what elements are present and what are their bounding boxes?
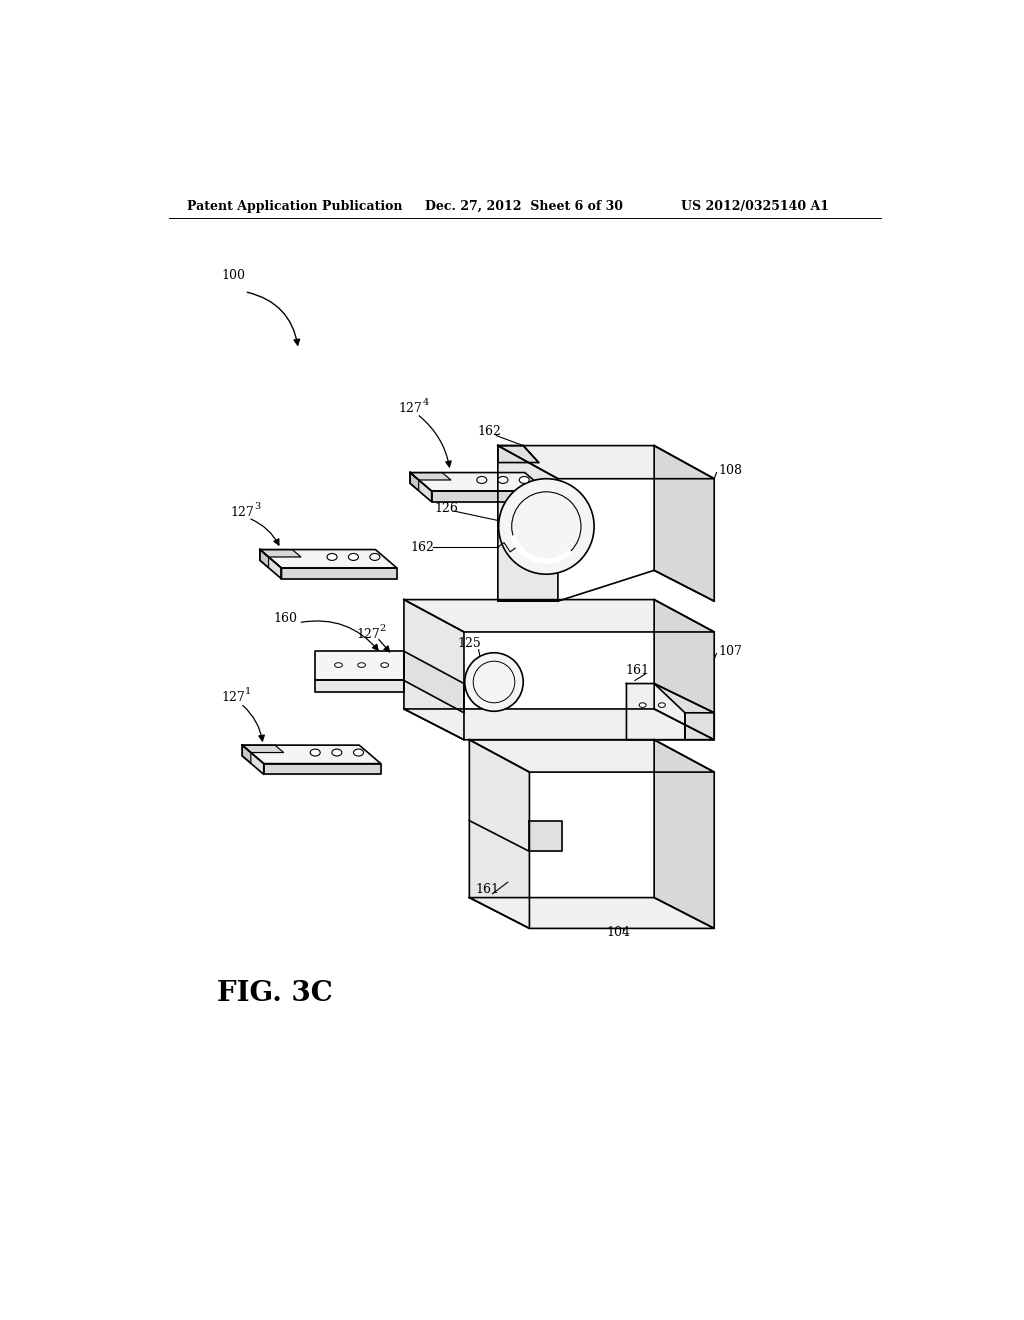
Text: 100: 100 [221,269,246,282]
Polygon shape [264,763,381,775]
Ellipse shape [370,553,380,561]
Ellipse shape [658,702,666,708]
Text: 1: 1 [246,686,252,696]
Text: Dec. 27, 2012  Sheet 6 of 30: Dec. 27, 2012 Sheet 6 of 30 [425,199,624,213]
Ellipse shape [357,663,366,668]
Text: 127: 127 [230,506,254,519]
Polygon shape [243,744,251,763]
Polygon shape [243,744,381,763]
Ellipse shape [498,477,508,483]
Polygon shape [260,549,268,568]
Text: 2: 2 [379,623,385,632]
Text: 104: 104 [606,925,631,939]
Text: FIG. 3C: FIG. 3C [217,981,333,1007]
Polygon shape [315,681,403,692]
Circle shape [465,653,523,711]
Circle shape [499,479,594,574]
Ellipse shape [353,748,364,756]
Text: 107: 107 [718,644,742,657]
Polygon shape [243,744,264,775]
Ellipse shape [381,663,388,668]
Text: 161: 161 [626,664,649,677]
Ellipse shape [335,663,342,668]
Polygon shape [654,684,714,739]
Ellipse shape [477,477,486,483]
Polygon shape [403,651,464,713]
Polygon shape [410,473,419,491]
Polygon shape [403,599,464,739]
Polygon shape [260,549,301,557]
Polygon shape [498,446,539,462]
Polygon shape [654,599,714,739]
Polygon shape [498,446,558,601]
Polygon shape [410,473,432,502]
Polygon shape [410,473,547,491]
Text: 127: 127 [398,403,422,416]
Polygon shape [260,549,282,579]
Polygon shape [243,744,284,752]
Polygon shape [410,473,451,480]
Polygon shape [432,491,547,502]
Text: 108: 108 [718,463,742,477]
Ellipse shape [348,553,358,561]
Text: 161: 161 [475,883,500,896]
Polygon shape [469,739,529,928]
Polygon shape [498,446,714,479]
Ellipse shape [519,477,529,483]
Text: Patent Application Publication: Patent Application Publication [186,199,402,213]
Text: 125: 125 [458,638,481,649]
Ellipse shape [639,702,646,708]
Polygon shape [403,599,714,632]
Polygon shape [627,684,714,739]
Text: 126: 126 [435,502,459,515]
Polygon shape [654,446,714,601]
Text: 162: 162 [410,541,434,554]
Text: US 2012/0325140 A1: US 2012/0325140 A1 [681,199,829,213]
Text: 127: 127 [221,690,245,704]
Polygon shape [654,739,714,928]
Text: 160: 160 [273,612,297,626]
Text: 4: 4 [422,399,429,407]
Polygon shape [403,709,714,739]
Ellipse shape [310,748,321,756]
Ellipse shape [327,553,337,561]
Polygon shape [529,821,562,851]
Polygon shape [282,568,397,579]
Polygon shape [315,651,403,681]
Text: 3: 3 [255,502,261,511]
Polygon shape [469,898,714,928]
Text: 162: 162 [477,425,501,438]
Polygon shape [260,549,397,568]
Text: 127: 127 [356,628,380,640]
Ellipse shape [332,748,342,756]
Polygon shape [469,739,714,772]
